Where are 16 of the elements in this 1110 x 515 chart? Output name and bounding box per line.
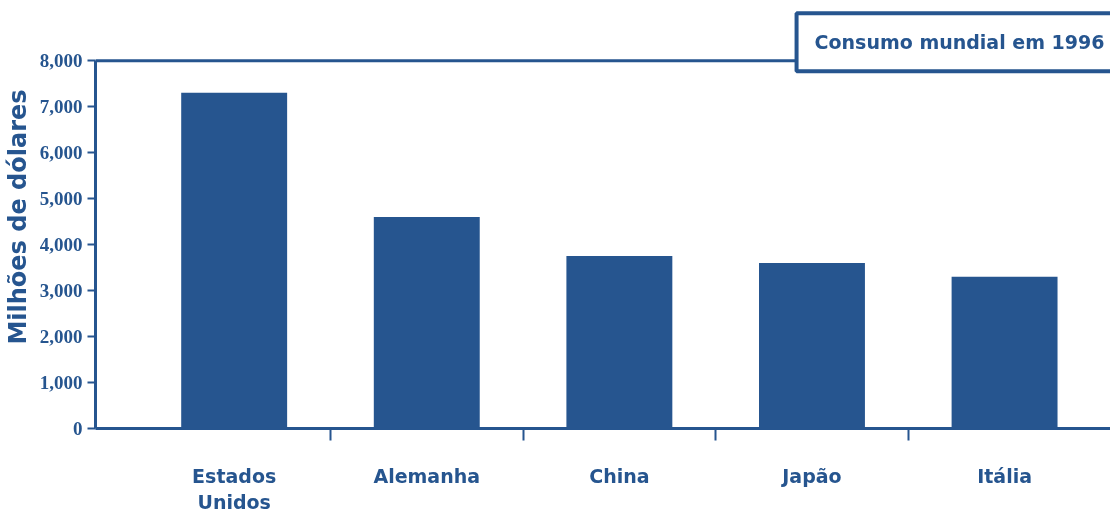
x-tick-label: Estados Unidos — [192, 464, 277, 513]
y-tick-label: 0 — [73, 418, 83, 439]
x-tick-label: Japão — [780, 464, 842, 487]
x-tick-label: China — [589, 464, 650, 487]
x-tick-label: Alemanha — [373, 464, 481, 487]
y-tick-label: 4,000 — [39, 234, 83, 256]
y-tick-label: 8,000 — [39, 50, 83, 72]
x-tick-label: Itália — [977, 464, 1032, 487]
y-axis-title: Milhões de dólares — [3, 89, 32, 345]
chart-title: Consumo mundial em 1996 — [814, 31, 1105, 54]
y-tick-label: 3,000 — [39, 280, 83, 302]
y-tick-label: 2,000 — [39, 326, 83, 348]
y-tick-label: 7,000 — [39, 96, 83, 118]
y-tick-label: 1,000 — [39, 372, 83, 394]
y-tick-label: 5,000 — [39, 188, 83, 210]
y-tick-label: 6,000 — [39, 142, 83, 164]
